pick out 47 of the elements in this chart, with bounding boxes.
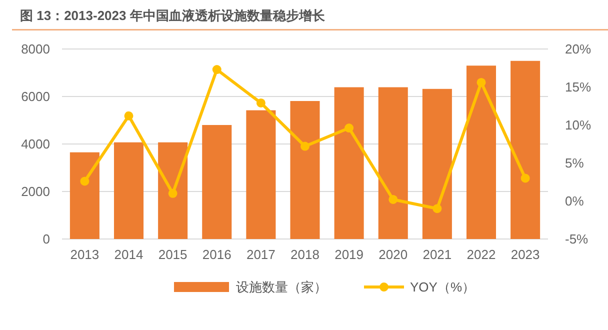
bar <box>246 110 276 239</box>
bar <box>378 87 408 239</box>
x-tick-label: 2022 <box>466 247 496 262</box>
bar <box>510 60 540 239</box>
point <box>520 174 530 183</box>
x-tick-label: 2019 <box>334 247 364 262</box>
y-tick-label: 4000 <box>21 136 50 152</box>
point <box>432 204 442 214</box>
y2-tick-label: 20% <box>565 42 592 57</box>
bar <box>114 142 144 239</box>
point <box>344 124 354 133</box>
point <box>80 176 90 186</box>
x-tick-label: 2018 <box>290 247 320 262</box>
y2-tick-label: 0% <box>565 194 584 209</box>
y2-tick-label: 10% <box>565 118 592 133</box>
x-tick-label: 2014 <box>114 247 144 262</box>
point <box>388 194 398 204</box>
bar <box>70 152 100 239</box>
y-tick-label: 0 <box>42 232 50 247</box>
x-tick-label: 2015 <box>158 247 188 262</box>
bar <box>334 87 364 239</box>
x-tick-label: 2016 <box>202 247 232 262</box>
legend-label: YOY（%） <box>410 280 476 295</box>
y2-tick-label: 5% <box>565 156 584 171</box>
bar <box>422 88 452 239</box>
point <box>212 65 222 74</box>
y-tick-label: 8000 <box>21 42 50 57</box>
y-tick-label: 2000 <box>21 184 50 200</box>
y-tick-label: 6000 <box>21 89 50 104</box>
y2-tick-label: 15% <box>565 80 592 95</box>
x-tick-label: 2017 <box>246 247 276 262</box>
point <box>476 78 486 87</box>
point <box>168 188 178 198</box>
y2-tick-label: -5% <box>565 232 589 247</box>
bar <box>158 142 188 239</box>
x-tick-label: 2013 <box>70 247 100 262</box>
legend-label: 设施数量（家） <box>236 280 327 295</box>
chart-title: 图 13：2013-2023 年中国血液透析设施数量稳步增长 <box>20 8 326 23</box>
x-tick-label: 2023 <box>510 247 540 262</box>
point <box>256 98 266 108</box>
x-tick-label: 2021 <box>422 247 452 262</box>
bar <box>466 66 496 239</box>
point <box>124 111 134 120</box>
bar <box>202 125 232 239</box>
bar <box>290 101 320 239</box>
point <box>300 142 310 151</box>
x-tick-label: 2020 <box>378 247 408 262</box>
